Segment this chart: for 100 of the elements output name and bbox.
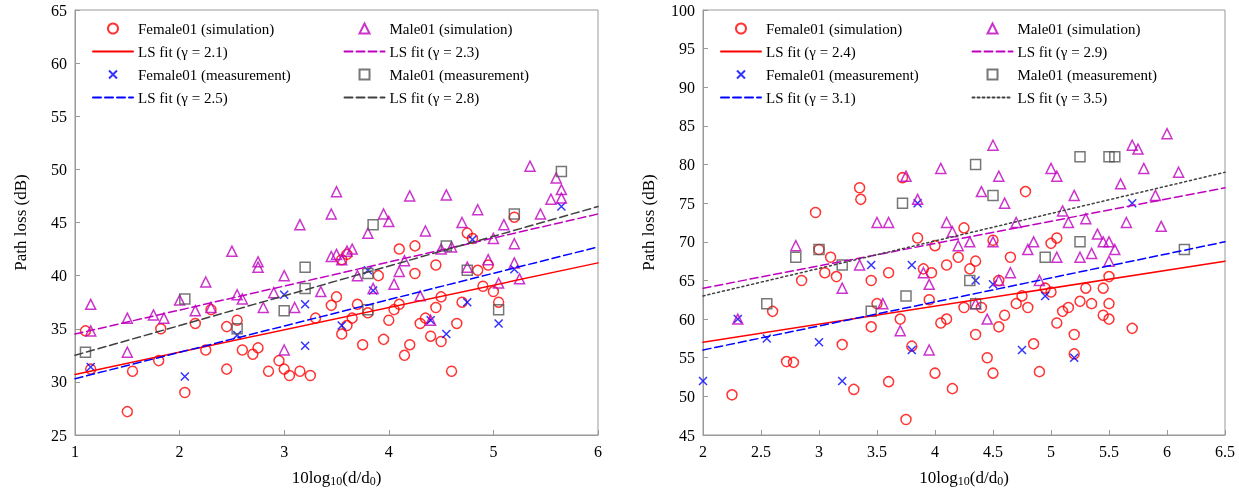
legend-label: Female01 (simulation) [766,20,903,38]
x-tick-label: 3 [815,442,823,460]
x-tick-label: 3 [280,442,289,460]
point [257,301,270,314]
x-tick-label: 5 [1047,442,1055,460]
point [836,259,848,271]
point [173,294,186,306]
x-tick-label: 5 [489,442,498,460]
y-tick-label: 35 [51,320,67,338]
point [1126,139,1138,151]
point [363,265,373,276]
point [492,303,505,316]
point [1074,151,1086,163]
point [377,208,390,220]
point [555,183,568,196]
point [900,170,912,182]
point [330,185,343,198]
point [158,312,170,324]
point [252,261,264,273]
point [970,275,981,286]
legend-label: LS fit (γ = 2.8) [389,89,480,107]
point [367,218,379,231]
point [461,264,473,277]
point [1074,236,1086,248]
point [278,269,290,282]
y-tick-label: 25 [51,426,67,444]
point [964,274,976,287]
point [952,239,964,252]
point [555,165,568,178]
point [1010,216,1022,229]
point [492,277,505,289]
y-tick-label: 50 [51,160,67,178]
point [987,139,999,151]
point [419,225,432,237]
legend-label: LS fit (γ = 2.9) [1017,43,1108,61]
x-tick-label: 1 [71,442,79,460]
point [1069,352,1079,363]
point [493,318,504,329]
point [1056,205,1069,217]
point [877,297,889,310]
y-tick-label: 55 [51,107,67,125]
point [1027,236,1040,248]
point [1155,220,1167,233]
point [325,250,338,263]
y-axis-title: Path loss (dB) [11,174,30,271]
x-tick-label: 2 [175,442,184,460]
point [278,304,290,317]
point [1062,216,1075,229]
x-tick-label: 2.5 [751,442,771,460]
point [341,245,353,257]
point [189,304,202,317]
point [894,324,906,337]
point [362,227,374,239]
point [471,204,484,216]
point [912,198,923,208]
point [508,257,521,269]
point [1068,189,1080,202]
point [1103,151,1115,163]
y-tick-label: 70 [679,233,695,251]
point [1178,243,1191,256]
point [231,323,243,335]
point [698,376,708,386]
point [790,251,802,264]
point [487,232,500,245]
point [294,218,306,231]
point [853,259,866,271]
point [445,241,458,253]
legend-label: Male01 (simulation) [389,20,513,38]
point [351,269,364,282]
point [534,208,547,220]
point [440,189,453,201]
point [325,208,338,220]
legend-label: Female01 (simulation) [138,20,275,38]
point [388,278,400,290]
y-tick-label: 80 [679,156,695,174]
point [993,170,1005,182]
point [1022,243,1034,256]
y-tick-label: 50 [679,387,695,405]
point [940,216,953,229]
point [513,273,526,285]
point [836,282,848,294]
point [147,309,160,321]
y-tick-label: 60 [679,310,695,328]
point [1017,345,1027,355]
y-tick-label: 65 [679,271,695,289]
point [1114,178,1127,190]
point [84,298,97,311]
point [555,192,568,204]
point [550,172,562,184]
point [180,371,190,382]
point [267,286,280,299]
point [865,305,877,318]
y-tick-label: 40 [51,267,67,285]
point [121,312,134,324]
point [1109,243,1121,256]
x-tick-label: 4 [384,442,393,460]
point [346,243,358,255]
y-tick-label: 75 [679,194,695,212]
point [299,261,311,273]
point [1045,162,1057,175]
